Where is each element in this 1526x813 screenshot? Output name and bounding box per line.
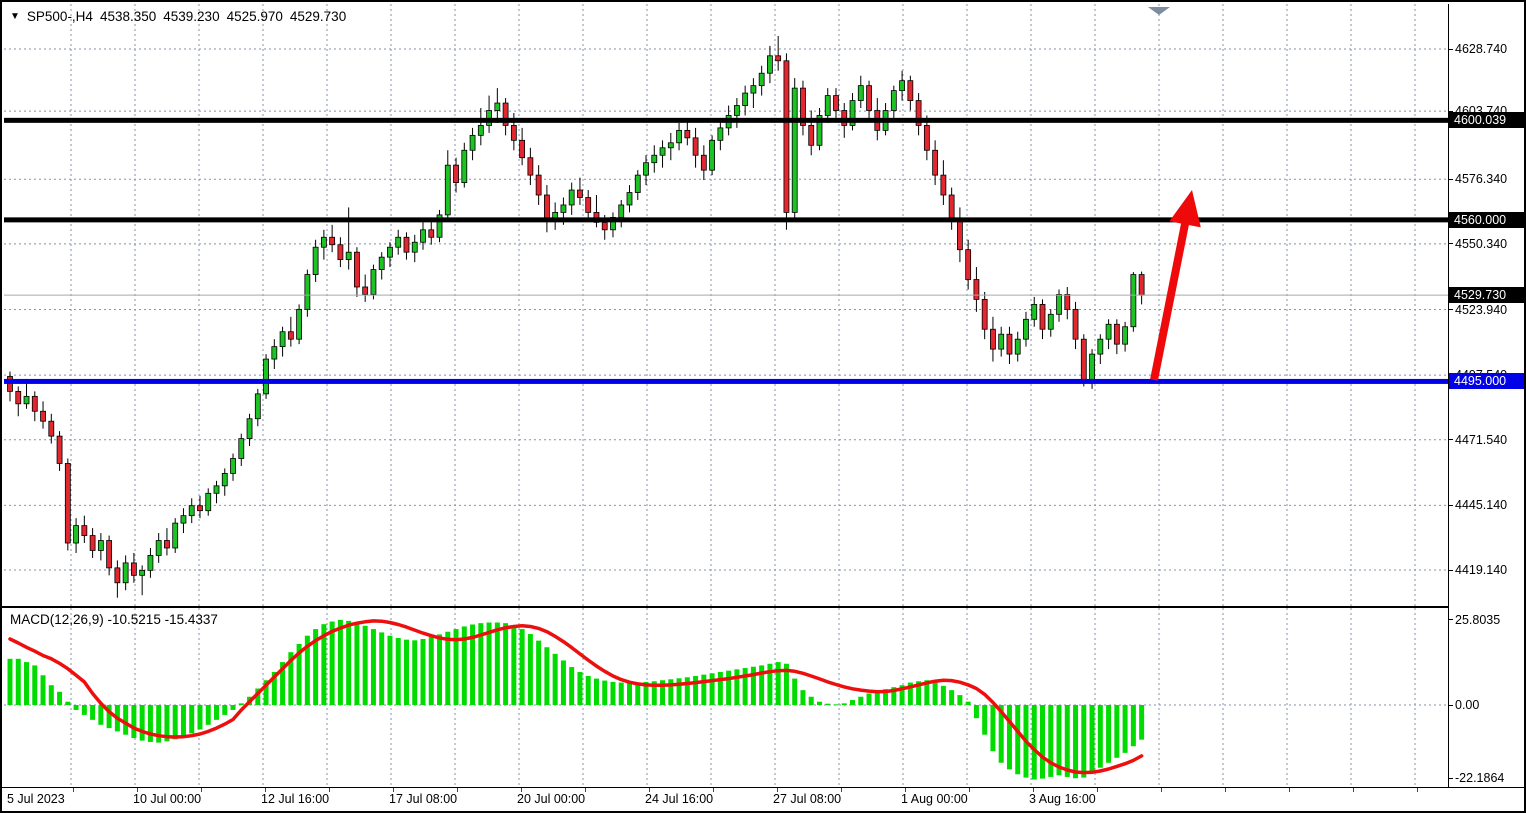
time-axis-label: 24 Jul 16:00	[645, 792, 714, 806]
time-axis-tick	[265, 788, 266, 792]
price-badge-4560.000: 4560.000	[1449, 211, 1524, 228]
macd-axis-label: 0.00	[1455, 698, 1480, 712]
chart-header: ▼ SP500-,H4 4538.350 4539.230 4525.970 4…	[10, 9, 346, 24]
price-axis-tick	[1449, 309, 1453, 310]
ohlc-close: 4529.730	[289, 9, 347, 24]
time-axis-label: 27 Jul 08:00	[773, 792, 842, 806]
time-axis-tick	[201, 788, 202, 792]
price-axis-tick	[1449, 439, 1453, 441]
price-axis-label: 4445.140	[1455, 498, 1508, 513]
time-axis-label: 1 Aug 00:00	[901, 792, 968, 806]
time-axis-tick	[73, 788, 74, 792]
time-axis-tick	[1033, 788, 1034, 792]
price-axis-tick	[1449, 48, 1453, 50]
macd-indicator-chart[interactable]	[4, 608, 1448, 787]
price-axis-tick	[1449, 569, 1453, 571]
time-axis-label: 3 Aug 16:00	[1029, 792, 1096, 806]
panel-divider	[2, 606, 1524, 608]
time-axis-label: 20 Jul 00:00	[517, 792, 586, 806]
price-badge-4600.039: 4600.039	[1449, 112, 1524, 129]
time-axis-tick	[457, 788, 458, 792]
ohlc-open: 4538.350	[99, 9, 157, 24]
chart-symbol-timeframe: SP500-,H4	[26, 9, 93, 24]
price-axis-label: 4550.340	[1455, 236, 1508, 251]
time-axis-tick	[1097, 788, 1098, 792]
price-axis[interactable]: 4628.740 4603.740 4576.340 4550.340 4523.940…	[1449, 4, 1524, 787]
macd-axis-label: -22.1864	[1455, 771, 1505, 786]
price-axis-label: 4523.940	[1455, 302, 1508, 317]
time-axis-tick	[137, 788, 138, 792]
time-axis-label: 17 Jul 08:00	[389, 792, 458, 806]
time-axis-label: 10 Jul 00:00	[133, 792, 202, 806]
time-axis-tick	[329, 788, 330, 792]
time-axis-tick	[585, 788, 586, 792]
time-axis-tick	[1417, 788, 1418, 792]
time-axis-tick	[1353, 788, 1354, 792]
macd-axis-tick	[1449, 619, 1453, 621]
indicator-label: MACD(12,26,9) -10.5215 -15.4337	[10, 612, 218, 627]
price-badge-4495.000: 4495.000	[1449, 373, 1524, 390]
price-axis-border	[1448, 4, 1449, 788]
ohlc-low: 4525.970	[226, 9, 283, 24]
price-axis-label: 4628.740	[1455, 42, 1508, 56]
time-axis-tick	[777, 788, 778, 792]
price-axis-tick	[1449, 178, 1453, 180]
price-axis-tick	[1449, 110, 1453, 112]
macd-axis-tick	[1449, 704, 1453, 706]
price-axis-label: 4576.340	[1455, 172, 1508, 187]
time-axis-tick	[1161, 788, 1162, 792]
macd-axis-tick	[1449, 777, 1453, 779]
time-axis-tick	[713, 788, 714, 792]
time-axis-tick	[1289, 788, 1290, 792]
time-axis-tick	[905, 788, 906, 792]
macd-axis-label: 25.8035	[1455, 612, 1501, 627]
time-axis-tick	[1225, 788, 1226, 792]
time-axis[interactable]: 5 Jul 2023 10 Jul 00:00 12 Jul 16:00 17 Jul…	[4, 788, 1524, 811]
price-axis-tick	[1449, 243, 1453, 245]
price-axis-label: 4419.140	[1455, 563, 1508, 577]
time-axis-label: 12 Jul 16:00	[261, 792, 330, 806]
price-axis-label: 4471.540	[1455, 432, 1508, 447]
time-axis-tick	[841, 788, 842, 792]
time-axis-divider	[2, 787, 1524, 788]
price-badge-4529.730: 4529.730	[1449, 287, 1524, 304]
time-axis-tick	[649, 788, 650, 792]
price-axis-tick	[1449, 504, 1453, 506]
ohlc-high: 4539.230	[163, 9, 220, 24]
time-axis-label: 5 Jul 2023	[7, 792, 65, 806]
time-axis-tick	[393, 788, 394, 792]
symbol-dropdown-icon[interactable]: ▼	[10, 11, 20, 22]
main-price-chart[interactable]	[4, 4, 1448, 606]
time-axis-tick	[969, 788, 970, 792]
time-axis-tick	[521, 788, 522, 792]
